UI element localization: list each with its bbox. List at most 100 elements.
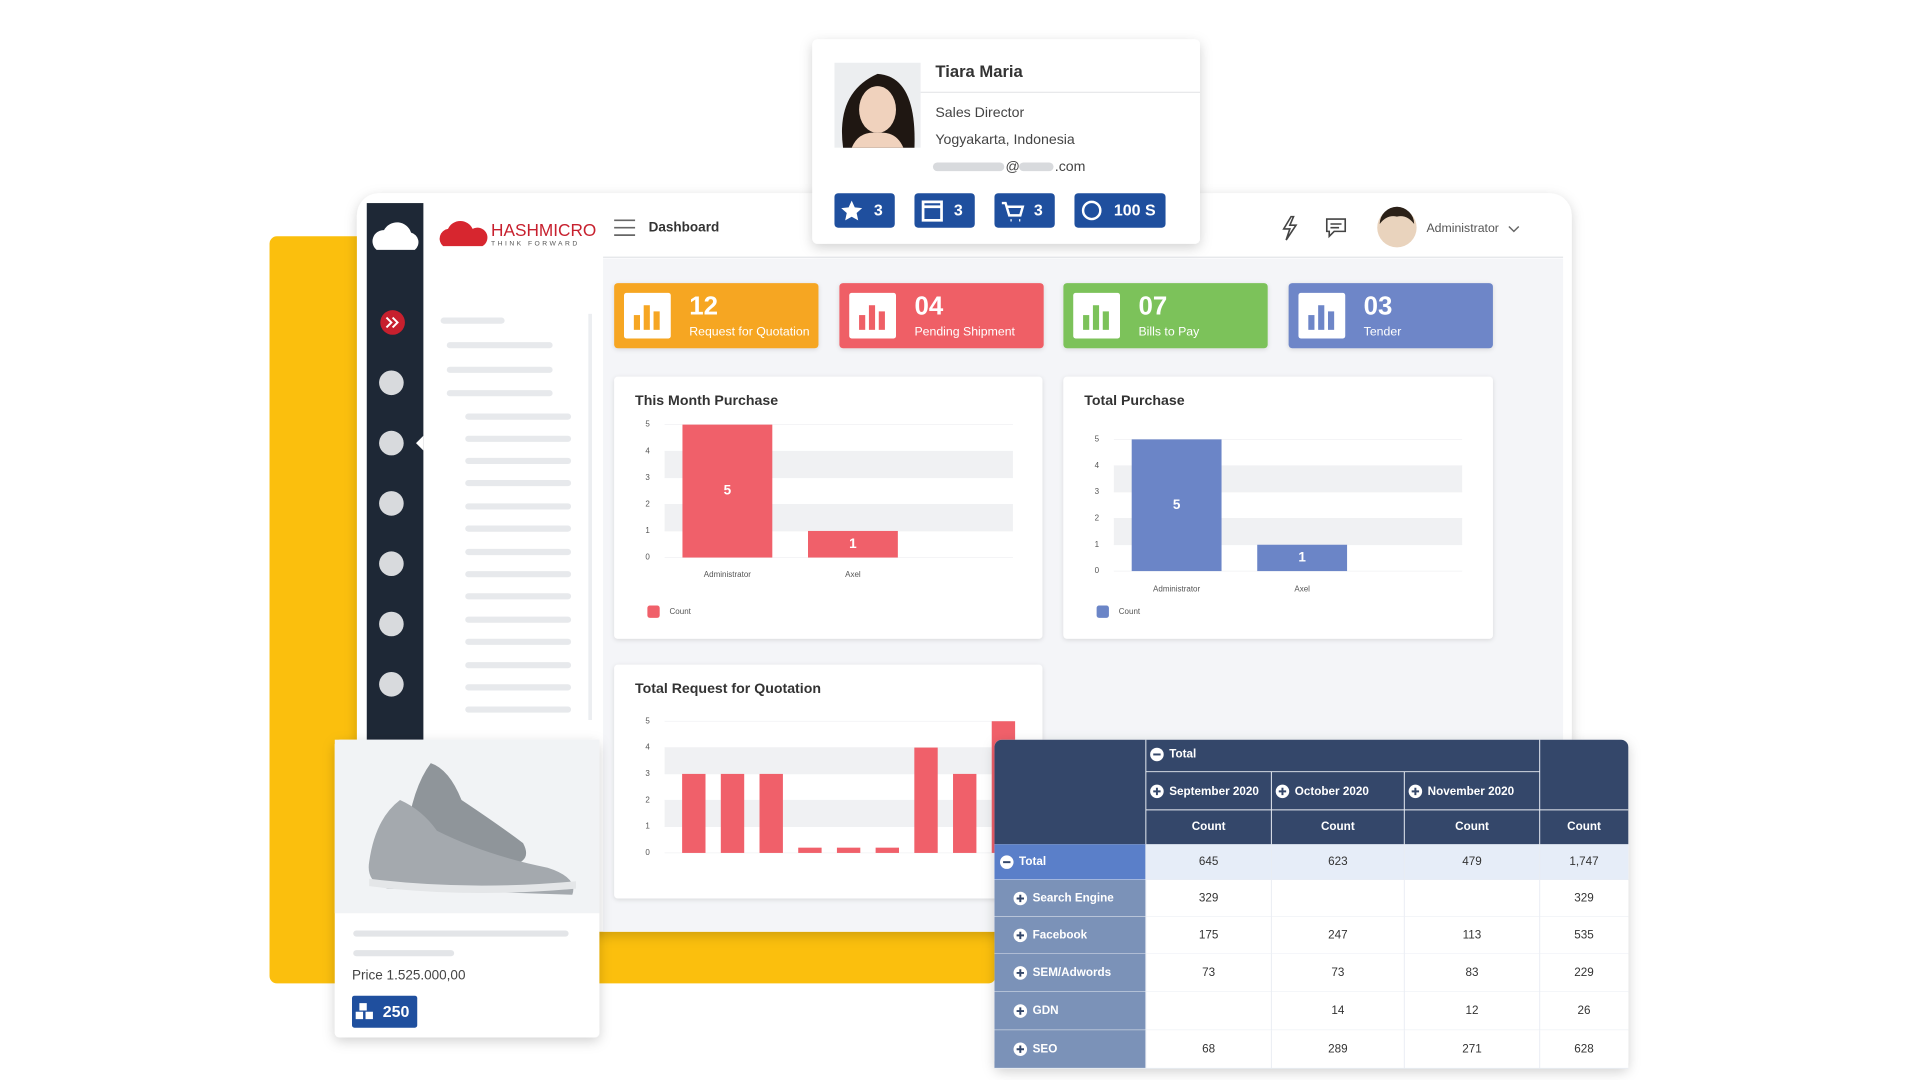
count-header: Count bbox=[1455, 820, 1489, 833]
legend-swatch bbox=[1096, 605, 1109, 618]
y-tick-label: 2 bbox=[645, 795, 650, 804]
badge-count: 3 bbox=[954, 202, 963, 219]
icon-glyph bbox=[1411, 787, 1420, 796]
sidebar-item[interactable] bbox=[379, 430, 404, 456]
table-cell: 479 bbox=[1462, 855, 1482, 868]
x-tick-label: Axel bbox=[845, 570, 861, 579]
sidebar-item[interactable] bbox=[379, 672, 404, 697]
sidebar-item[interactable] bbox=[379, 551, 404, 576]
chart-title: Total Request for Quotation bbox=[635, 680, 821, 696]
bar-value-label: 1 bbox=[849, 536, 857, 551]
table-cell: 645 bbox=[1199, 855, 1219, 868]
menu-placeholder bbox=[465, 435, 572, 442]
count-header: Count bbox=[1192, 820, 1226, 833]
chat-icon[interactable] bbox=[1325, 218, 1347, 239]
count-header: Count bbox=[1567, 820, 1601, 833]
row-label: Facebook bbox=[1033, 928, 1088, 941]
row-label-cell bbox=[994, 844, 1146, 880]
sidebar-logo bbox=[372, 222, 419, 250]
y-tick-label: 3 bbox=[645, 769, 650, 778]
menu-placeholder bbox=[465, 525, 572, 532]
legend-label: Count bbox=[670, 607, 692, 616]
badge-count: 3 bbox=[874, 202, 883, 219]
stat-icon-bar bbox=[1092, 305, 1100, 330]
table-cell: 628 bbox=[1574, 1042, 1594, 1055]
table-cell: 535 bbox=[1574, 928, 1594, 941]
sidebar-pointer bbox=[416, 435, 424, 451]
email-mask bbox=[1019, 162, 1054, 172]
chart-card bbox=[1063, 376, 1493, 639]
product-price: Price 1.525.000,00 bbox=[352, 968, 465, 983]
bar bbox=[836, 847, 861, 853]
x-tick-label: Administrator bbox=[704, 570, 751, 579]
table-cell: 83 bbox=[1465, 966, 1478, 979]
profile-badge[interactable] bbox=[994, 193, 1055, 228]
sidebar-item[interactable] bbox=[379, 611, 404, 637]
y-tick-label: 3 bbox=[645, 473, 650, 482]
table-cell: 26 bbox=[1577, 1004, 1590, 1017]
bar bbox=[808, 530, 898, 558]
bar-value-label: 5 bbox=[724, 483, 732, 498]
stat-value: 12 bbox=[689, 293, 718, 321]
cart-icon bbox=[1001, 201, 1025, 222]
grid-band bbox=[664, 747, 1013, 774]
x-tick-label: Axel bbox=[1294, 585, 1310, 594]
badge-count: 100 S bbox=[1114, 202, 1156, 219]
table-cell: 175 bbox=[1199, 928, 1219, 941]
menu-placeholder bbox=[465, 638, 572, 645]
stat-icon-bar bbox=[1102, 311, 1109, 330]
profile-badge[interactable] bbox=[1074, 193, 1166, 228]
hamburger[interactable] bbox=[614, 219, 636, 236]
chart-panel: This Month Purchase 0 1 2 3 4 5 5 Administrator 1… bbox=[614, 376, 1043, 639]
sidebar-item[interactable] bbox=[379, 491, 404, 516]
user-avatar bbox=[1377, 208, 1417, 248]
icon-glyph bbox=[1016, 969, 1024, 977]
icon-glyph bbox=[1016, 931, 1024, 940]
y-tick-label: 1 bbox=[1095, 540, 1100, 549]
chart-panel: Total Request for Quotation 0 1 2 3 4 5 bbox=[614, 664, 1043, 899]
table-cell: 113 bbox=[1463, 928, 1482, 941]
row-cells bbox=[1145, 992, 1629, 1031]
menu-placeholder bbox=[446, 366, 553, 373]
table-cell: 329 bbox=[1199, 892, 1219, 905]
stat-icon-bar bbox=[1318, 305, 1325, 330]
table-cell: 229 bbox=[1574, 966, 1594, 979]
profile-badge[interactable] bbox=[834, 193, 895, 228]
y-tick-label: 3 bbox=[1095, 487, 1100, 496]
sidebar-item[interactable] bbox=[379, 370, 404, 396]
menu-placeholder bbox=[465, 480, 572, 487]
coin-icon bbox=[1081, 200, 1102, 221]
menu-placeholder bbox=[446, 390, 553, 397]
table-cell: 73 bbox=[1202, 966, 1215, 979]
product-placeholder bbox=[353, 930, 569, 937]
month-header: October 2020 bbox=[1295, 785, 1370, 798]
legend-label: Count bbox=[1119, 607, 1141, 616]
stat-label: Request for Quotation bbox=[689, 325, 809, 339]
row-label: SEM/Adwords bbox=[1033, 966, 1112, 979]
star-icon bbox=[841, 200, 863, 221]
photo-shoulders bbox=[851, 132, 904, 148]
stock-badge[interactable] bbox=[352, 995, 418, 1028]
stat-icon-bar bbox=[643, 305, 650, 330]
shoe-front bbox=[368, 800, 574, 895]
table-cell: 1,747 bbox=[1569, 855, 1598, 868]
menu-placeholder bbox=[465, 593, 572, 600]
badge-count: 3 bbox=[1034, 202, 1043, 219]
flash-icon[interactable] bbox=[1282, 215, 1298, 241]
chart-card bbox=[614, 664, 1043, 899]
y-tick-label: 4 bbox=[1095, 461, 1100, 470]
profile-location: Yogyakarta, Indonesia bbox=[935, 131, 1075, 147]
y-tick-label: 2 bbox=[1095, 514, 1100, 523]
bar bbox=[682, 424, 773, 558]
table-cell: 271 bbox=[1462, 1042, 1482, 1055]
stat-icon-bar bbox=[859, 315, 866, 330]
user-chevron[interactable] bbox=[1508, 225, 1520, 233]
row-label: SEO bbox=[1033, 1042, 1058, 1055]
bar bbox=[953, 773, 977, 853]
row-cells bbox=[1145, 916, 1629, 954]
menu-placeholder bbox=[465, 571, 572, 578]
icon-glyph bbox=[1016, 1045, 1024, 1053]
row-cells bbox=[1145, 844, 1629, 880]
sidebar bbox=[366, 203, 424, 745]
